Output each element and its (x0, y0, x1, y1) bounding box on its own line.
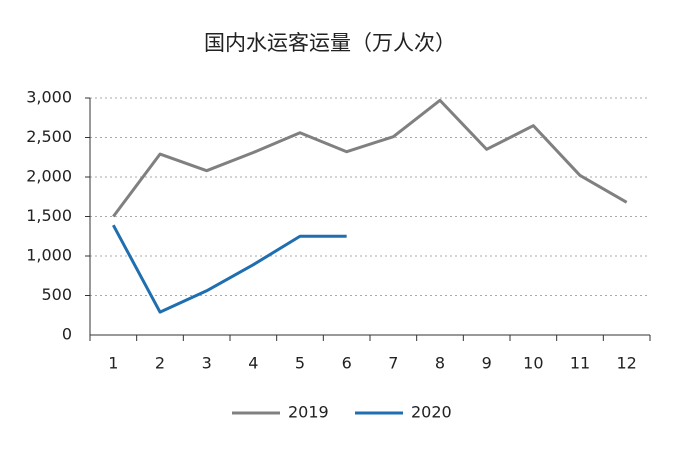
y-tick-label: 1,500 (26, 206, 72, 225)
x-tick-label: 1 (108, 354, 118, 373)
x-tick-label: 6 (342, 354, 352, 373)
x-tick-label: 4 (248, 354, 258, 373)
x-tick-label: 2 (155, 354, 165, 373)
series-line (112, 224, 347, 314)
chart-title: 国内水运客运量（万人次） (204, 31, 456, 55)
x-tick-label: 7 (388, 354, 398, 373)
x-tick-label: 3 (202, 354, 212, 373)
y-tick-label: 3,000 (26, 88, 72, 107)
y-tick-label: 1,000 (26, 246, 72, 265)
x-tick-label: 8 (435, 354, 445, 373)
x-tick-label: 10 (523, 354, 543, 373)
legend-label: 2019 (288, 403, 329, 422)
legend-label: 2020 (411, 403, 452, 422)
x-tick-label: 5 (295, 354, 305, 373)
x-tick-label: 12 (616, 354, 636, 373)
y-tick-label: 2,500 (26, 127, 72, 146)
y-tick-label: 2,000 (26, 167, 72, 186)
x-tick-label: 9 (482, 354, 492, 373)
y-tick-label: 0 (62, 325, 72, 344)
series-line (112, 98, 628, 218)
y-tick-label: 500 (41, 285, 72, 304)
x-tick-label: 11 (570, 354, 590, 373)
